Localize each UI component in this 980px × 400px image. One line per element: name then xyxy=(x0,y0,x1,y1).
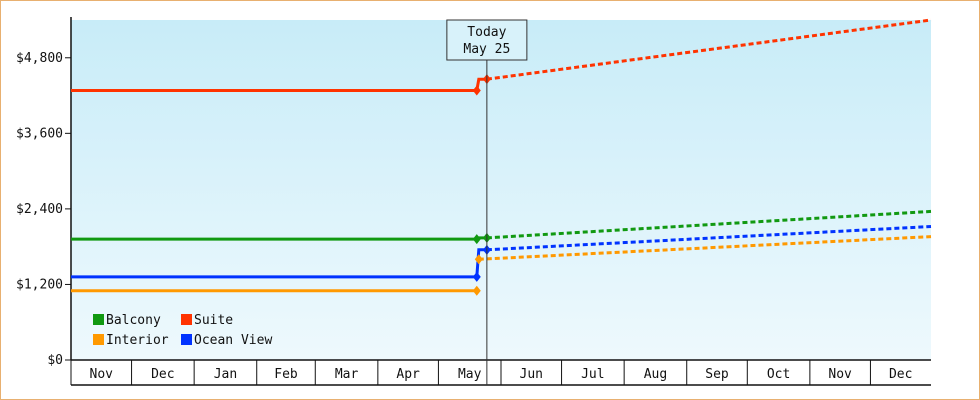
month-label: Nov xyxy=(828,367,852,382)
series-ocean-view-point xyxy=(472,271,481,282)
y-tick-label: $4,800 xyxy=(16,51,63,66)
today-date: May 25 xyxy=(463,42,510,57)
legend-swatch-balcony xyxy=(93,314,104,325)
legend-label-balcony: Balcony xyxy=(106,313,161,328)
month-label: Mar xyxy=(335,367,359,382)
y-tick-label: $2,400 xyxy=(16,202,63,217)
series-ocean-view-history xyxy=(71,248,487,279)
month-label: Feb xyxy=(274,367,298,382)
today-label: Today xyxy=(467,25,506,40)
legend-swatch-suite xyxy=(181,314,192,325)
month-label: Jul xyxy=(581,367,604,382)
legend-label-interior: Interior xyxy=(106,333,169,348)
series-ocean-view-forecast xyxy=(486,225,932,252)
month-label: May xyxy=(458,367,482,382)
month-label: Oct xyxy=(767,367,790,382)
series-interior-point xyxy=(474,254,483,265)
y-tick-label: $0 xyxy=(47,353,63,368)
series-balcony-history xyxy=(71,236,487,241)
series-interior-forecast xyxy=(478,235,932,261)
today-box xyxy=(446,19,528,61)
legend-swatch-ocean-view xyxy=(181,334,192,345)
legend-label-suite: Suite xyxy=(194,313,233,328)
series-suite-history xyxy=(71,77,487,92)
series-suite-forecast xyxy=(486,18,932,81)
month-label: Dec xyxy=(889,367,912,382)
month-label: Aug xyxy=(644,367,667,382)
series-interior-point xyxy=(472,285,481,296)
series-balcony-forecast xyxy=(486,209,932,240)
series-balcony-point xyxy=(472,234,481,245)
y-tick-label: $1,200 xyxy=(16,277,63,292)
y-tick-label: $3,600 xyxy=(16,126,63,141)
month-label: Nov xyxy=(90,367,114,382)
legend-label-ocean-view: Ocean View xyxy=(194,333,272,348)
month-label: Dec xyxy=(151,367,174,382)
month-label: Jan xyxy=(214,367,237,382)
series-suite-point xyxy=(472,85,481,96)
month-label: Apr xyxy=(396,367,420,382)
legend-swatch-interior xyxy=(93,334,104,345)
month-label: Jun xyxy=(520,367,543,382)
month-label: Sep xyxy=(705,367,729,382)
plot-background xyxy=(71,20,931,360)
